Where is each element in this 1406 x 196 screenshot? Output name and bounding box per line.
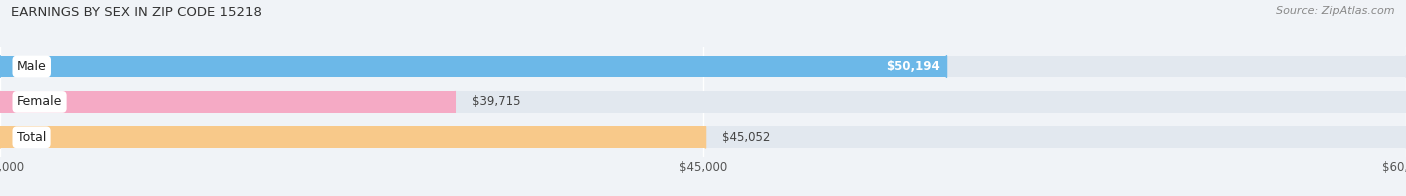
- Text: $50,194: $50,194: [886, 60, 939, 73]
- Text: Male: Male: [17, 60, 46, 73]
- Text: Total: Total: [17, 131, 46, 144]
- Text: EARNINGS BY SEX IN ZIP CODE 15218: EARNINGS BY SEX IN ZIP CODE 15218: [11, 6, 262, 19]
- Bar: [0, 91, 1406, 113]
- Bar: [0, 55, 1406, 77]
- Text: $39,715: $39,715: [472, 95, 520, 108]
- Bar: [0, 126, 1406, 148]
- Bar: [0, 55, 946, 77]
- Text: Source: ZipAtlas.com: Source: ZipAtlas.com: [1277, 6, 1395, 16]
- Bar: [0, 126, 706, 148]
- Bar: [0, 91, 456, 113]
- Text: Female: Female: [17, 95, 62, 108]
- Text: $45,052: $45,052: [723, 131, 770, 144]
